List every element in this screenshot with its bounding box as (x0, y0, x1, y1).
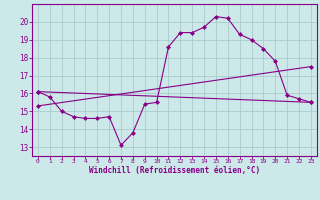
X-axis label: Windchill (Refroidissement éolien,°C): Windchill (Refroidissement éolien,°C) (89, 166, 260, 175)
